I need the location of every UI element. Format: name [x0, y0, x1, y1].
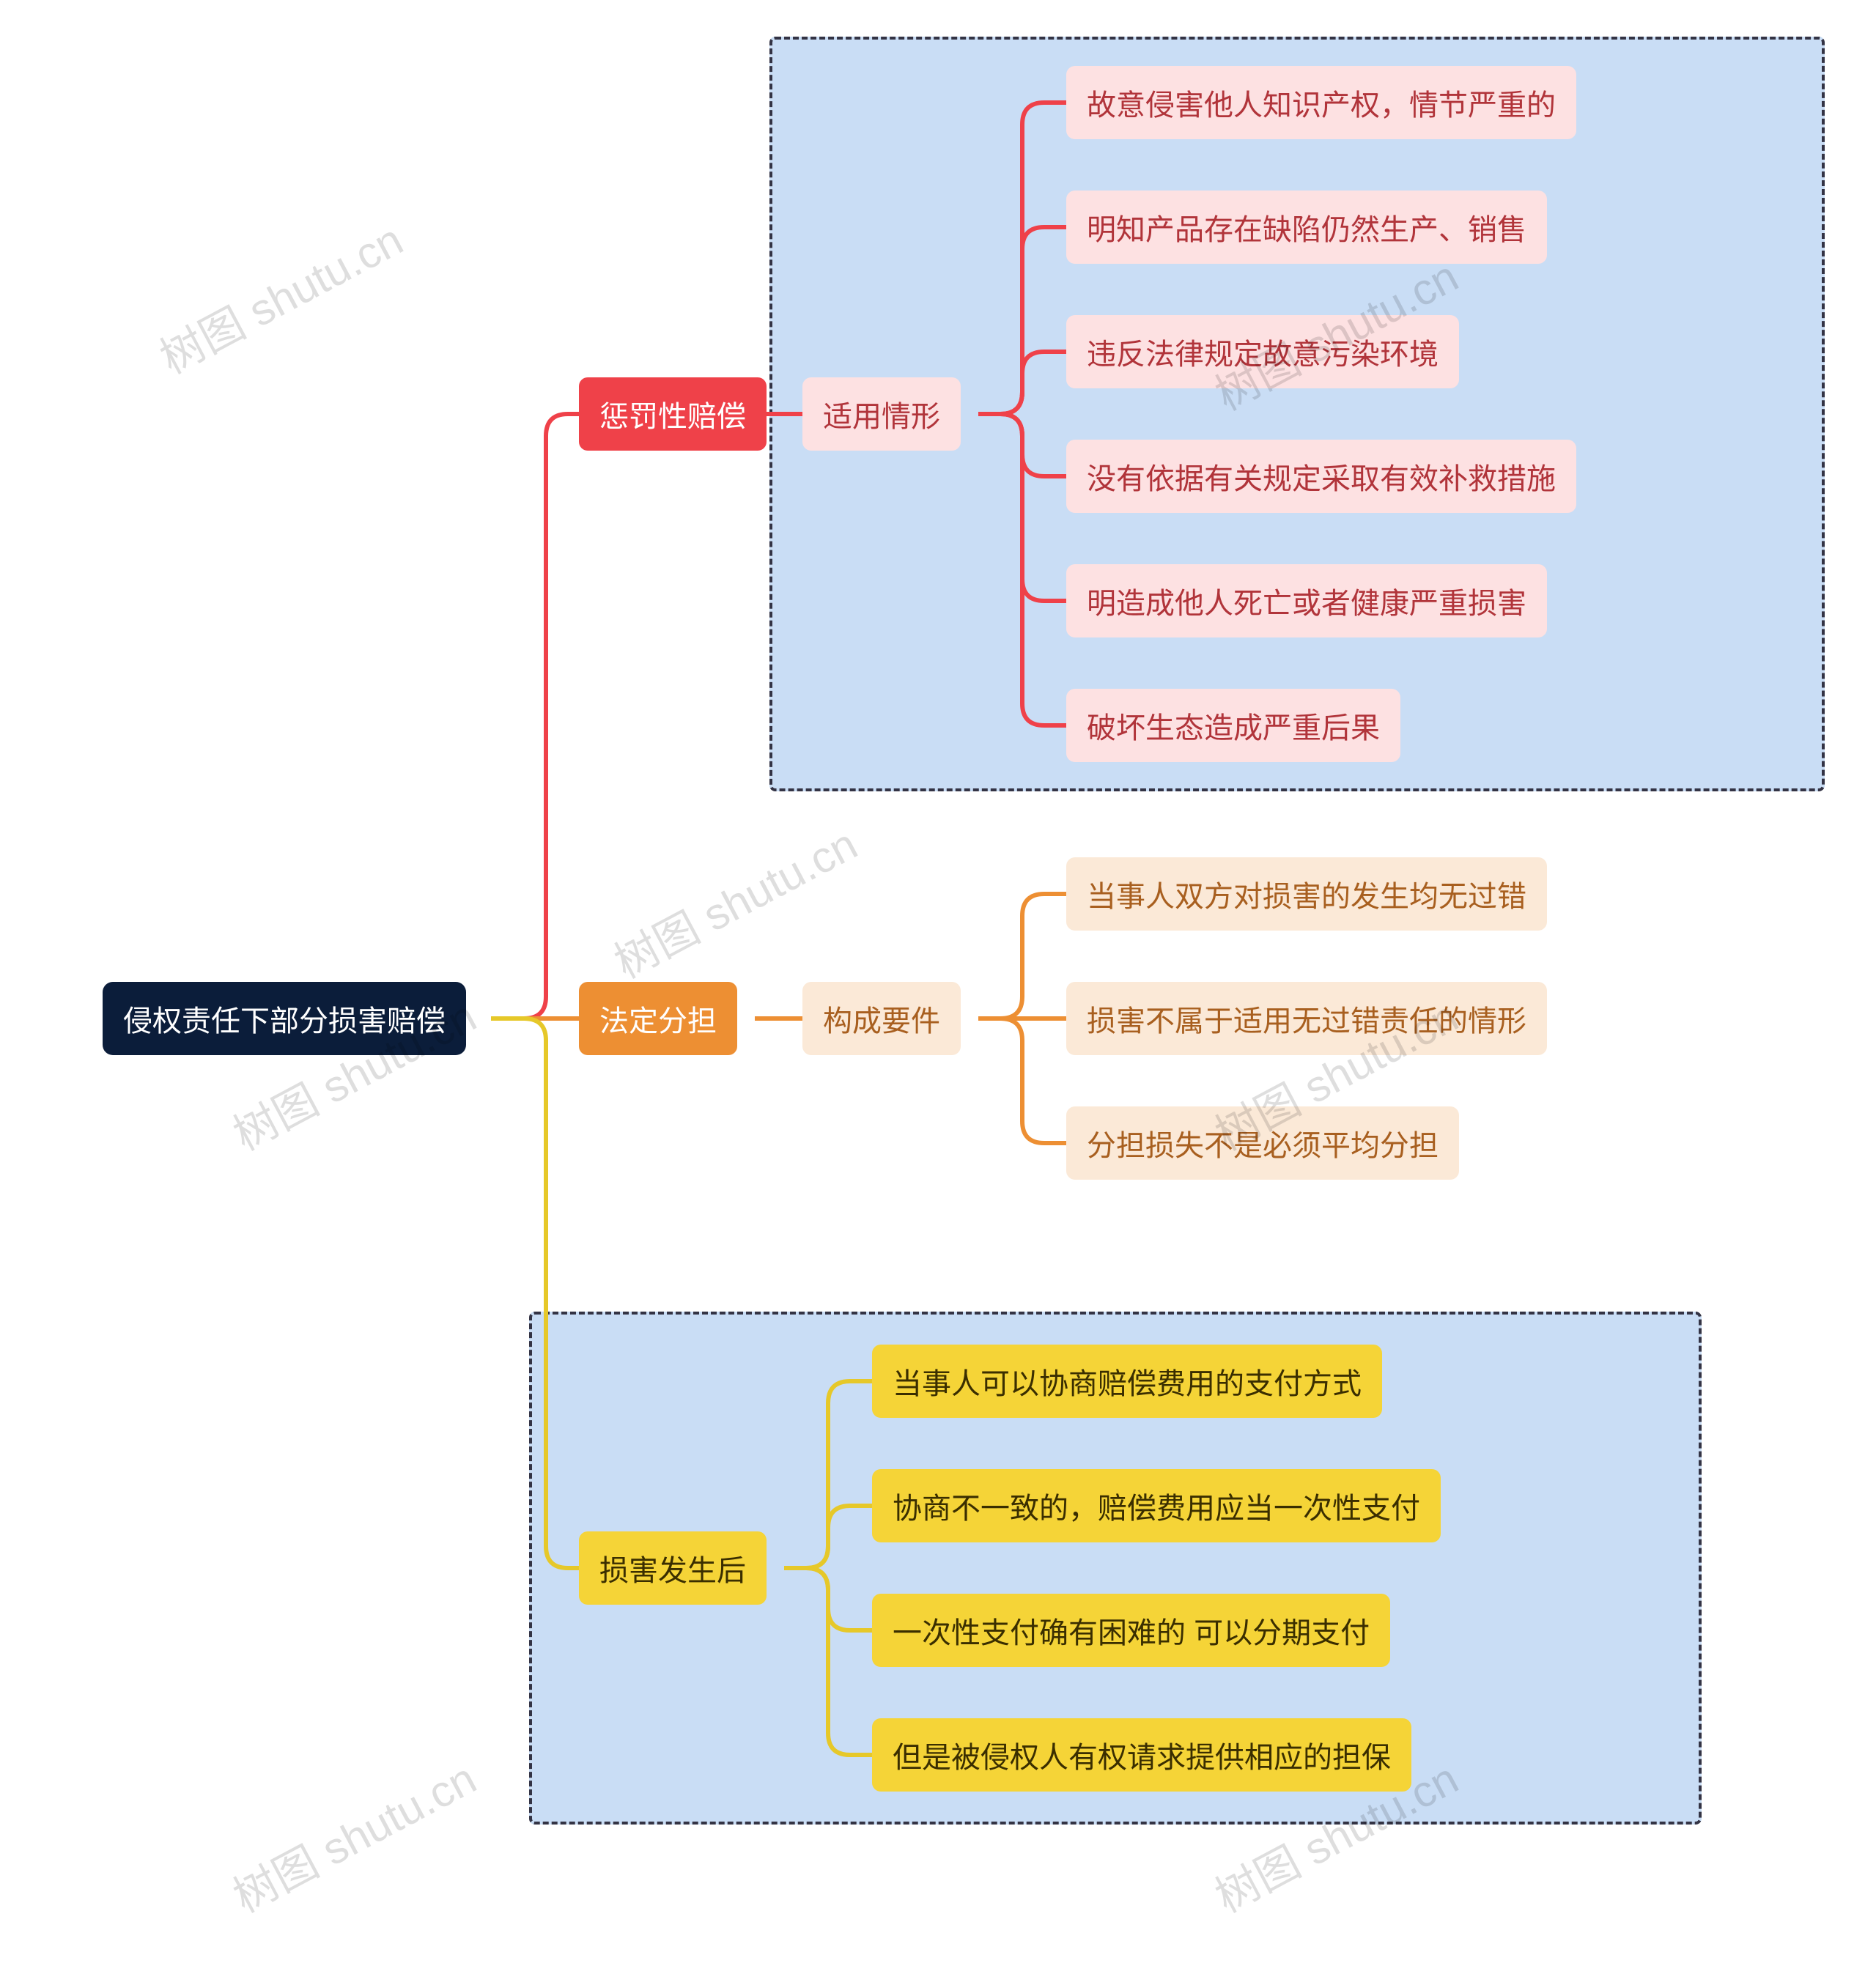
leaf-punitive-5: 破坏生态造成严重后果 — [1066, 689, 1400, 762]
leaf-punitive-5-label: 破坏生态造成严重后果 — [1087, 704, 1380, 747]
leaf-statutory-0-label: 当事人双方对损害的发生均无过错 — [1087, 873, 1526, 915]
leaf-afterdamage-2: 一次性支付确有困难的 可以分期支付 — [872, 1594, 1390, 1667]
leaf-punitive-3-label: 没有依据有关规定采取有效补救措施 — [1087, 455, 1556, 498]
leaf-afterdamage-3-label: 但是被侵权人有权请求提供相应的担保 — [893, 1734, 1391, 1776]
watermark: 树图 shutu.cn — [147, 205, 413, 386]
branch-statutory-label: 法定分担 — [599, 997, 717, 1040]
branch-punitive: 惩罚性赔偿 — [579, 377, 767, 451]
branch-statutory: 法定分担 — [579, 982, 737, 1055]
leaf-statutory-1: 损害不属于适用无过错责任的情形 — [1066, 982, 1547, 1055]
leaf-afterdamage-0: 当事人可以协商赔偿费用的支付方式 — [872, 1345, 1382, 1418]
leaf-punitive-4: 明造成他人死亡或者健康严重损害 — [1066, 564, 1547, 637]
leaf-afterdamage-0-label: 当事人可以协商赔偿费用的支付方式 — [893, 1360, 1362, 1402]
watermark: 树图 shutu.cn — [602, 810, 867, 991]
watermark: 树图 shutu.cn — [221, 1744, 486, 1925]
branch-afterdamage-label: 损害发生后 — [599, 1547, 746, 1589]
branch-punitive-label: 惩罚性赔偿 — [599, 393, 746, 435]
leaf-punitive-4-label: 明造成他人死亡或者健康严重损害 — [1087, 580, 1526, 622]
leaf-afterdamage-1: 协商不一致的，赔偿费用应当一次性支付 — [872, 1469, 1441, 1542]
leaf-punitive-1-label: 明知产品存在缺陷仍然生产、销售 — [1087, 206, 1526, 248]
leaf-afterdamage-2-label: 一次性支付确有困难的 可以分期支付 — [893, 1609, 1370, 1652]
leaf-afterdamage-3: 但是被侵权人有权请求提供相应的担保 — [872, 1718, 1411, 1792]
branch-afterdamage: 损害发生后 — [579, 1531, 767, 1605]
sub-statutory-label: 构成要件 — [823, 997, 940, 1040]
leaf-statutory-0: 当事人双方对损害的发生均无过错 — [1066, 857, 1547, 931]
sub-punitive-label: 适用情形 — [823, 393, 940, 435]
sub-punitive: 适用情形 — [802, 377, 961, 451]
leaf-punitive-0: 故意侵害他人知识产权，情节严重的 — [1066, 66, 1576, 139]
sub-statutory: 构成要件 — [802, 982, 961, 1055]
diagram-stage: 侵权责任下部分损害赔偿 惩罚性赔偿 适用情形 故意侵害他人知识产权，情节严重的 … — [0, 0, 1876, 1963]
leaf-punitive-1: 明知产品存在缺陷仍然生产、销售 — [1066, 191, 1547, 264]
leaf-afterdamage-1-label: 协商不一致的，赔偿费用应当一次性支付 — [893, 1485, 1420, 1527]
leaf-punitive-3: 没有依据有关规定采取有效补救措施 — [1066, 440, 1576, 513]
leaf-punitive-0-label: 故意侵害他人知识产权，情节严重的 — [1087, 81, 1556, 124]
